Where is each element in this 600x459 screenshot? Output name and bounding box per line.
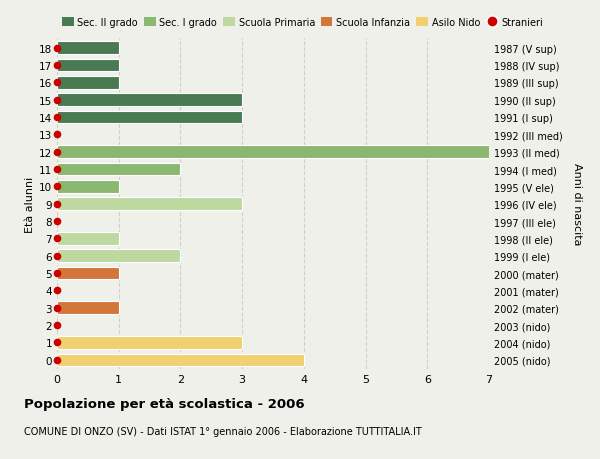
- Bar: [57, 354, 304, 366]
- Bar: [57, 267, 119, 280]
- Bar: [57, 198, 242, 211]
- Text: Popolazione per età scolastica - 2006: Popolazione per età scolastica - 2006: [24, 397, 305, 410]
- Bar: [57, 163, 181, 176]
- Bar: [57, 233, 119, 245]
- Bar: [57, 112, 242, 124]
- Bar: [57, 336, 242, 349]
- Y-axis label: Età alunni: Età alunni: [25, 176, 35, 232]
- Text: COMUNE DI ONZO (SV) - Dati ISTAT 1° gennaio 2006 - Elaborazione TUTTITALIA.IT: COMUNE DI ONZO (SV) - Dati ISTAT 1° genn…: [24, 426, 422, 436]
- Bar: [57, 181, 119, 193]
- Y-axis label: Anni di nascita: Anni di nascita: [572, 163, 582, 246]
- Bar: [57, 302, 119, 314]
- Bar: [57, 94, 242, 106]
- Bar: [57, 42, 119, 55]
- Bar: [57, 77, 119, 90]
- Bar: [57, 60, 119, 72]
- Bar: [57, 146, 489, 158]
- Bar: [57, 250, 181, 263]
- Legend: Sec. II grado, Sec. I grado, Scuola Primaria, Scuola Infanzia, Asilo Nido, Stran: Sec. II grado, Sec. I grado, Scuola Prim…: [62, 17, 543, 28]
